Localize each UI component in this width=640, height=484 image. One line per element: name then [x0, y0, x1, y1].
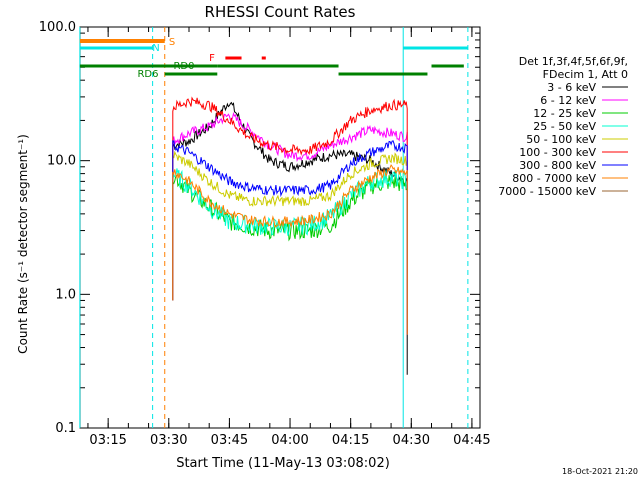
state-label-f: F — [209, 53, 215, 64]
x-tick-label: 03:15 — [89, 433, 126, 448]
legend-entry-label: 800 - 7000 keV — [512, 172, 596, 185]
x-axis-label: Start Time (11-May-13 03:08:02) — [176, 456, 390, 471]
vertical-markers — [79, 27, 469, 428]
series-line — [172, 168, 408, 335]
series-lines — [172, 96, 408, 375]
legend-header-line: Det 1f,3f,4f,5f,6f,9f, — [519, 55, 628, 68]
y-tick-label: 1.0 — [55, 287, 76, 302]
x-tick-label: 04:30 — [393, 433, 430, 448]
legend-entry-label: 7000 - 15000 keV — [498, 185, 596, 198]
legend-entry-label: 50 - 100 keV — [526, 133, 596, 146]
y-tick-labels: 0.1 1.0 10.0 100.0 — [39, 20, 76, 436]
series-line — [172, 101, 408, 375]
legend-header-line: FDecim 1, Att 0 — [543, 68, 628, 81]
y-tick-label: 10.0 — [47, 154, 76, 169]
chart-title: RHESSI Count Rates — [205, 3, 356, 21]
state-bars: SN RD0 RD6 F — [79, 37, 468, 80]
y-tick-label: 0.1 — [55, 421, 76, 436]
state-label-rd0: RD0 — [173, 61, 194, 72]
axis-ticks — [80, 26, 480, 429]
series-line — [172, 111, 408, 335]
y-axis-label: Count Rate (s⁻¹ detector segment⁻¹) — [16, 134, 30, 354]
series-line — [172, 164, 408, 335]
state-label-s: S — [169, 37, 175, 48]
legend-entry-label: 300 - 800 keV — [519, 159, 596, 172]
x-tick-labels: 03:15 03:30 03:45 04:00 04:15 04:30 04:45 — [89, 433, 490, 448]
legend-entry-label: 12 - 25 keV — [533, 107, 596, 120]
x-tick-label: 03:30 — [150, 433, 187, 448]
legend-entry-label: 100 - 300 keV — [519, 146, 596, 159]
x-tick-label: 03:45 — [211, 433, 248, 448]
state-label-rd6: RD6 — [137, 69, 158, 80]
x-tick-label: 04:00 — [271, 433, 308, 448]
y-tick-label: 100.0 — [39, 20, 76, 35]
legend-entry-label: 3 - 6 keV — [547, 81, 596, 94]
series-line — [172, 150, 408, 335]
legend: Det 1f,3f,4f,5f,6f,9f,FDecim 1, Att 03 -… — [498, 55, 628, 198]
timestamp: 18-Oct-2021 21:20 — [562, 467, 638, 476]
legend-entry-label: 6 - 12 keV — [540, 94, 596, 107]
x-tick-label: 04:15 — [332, 433, 369, 448]
series-line — [172, 96, 408, 335]
x-tick-label: 04:45 — [453, 433, 490, 448]
legend-entry-label: 25 - 50 keV — [533, 120, 596, 133]
state-label-n: N — [152, 43, 159, 54]
series-line — [172, 140, 408, 335]
